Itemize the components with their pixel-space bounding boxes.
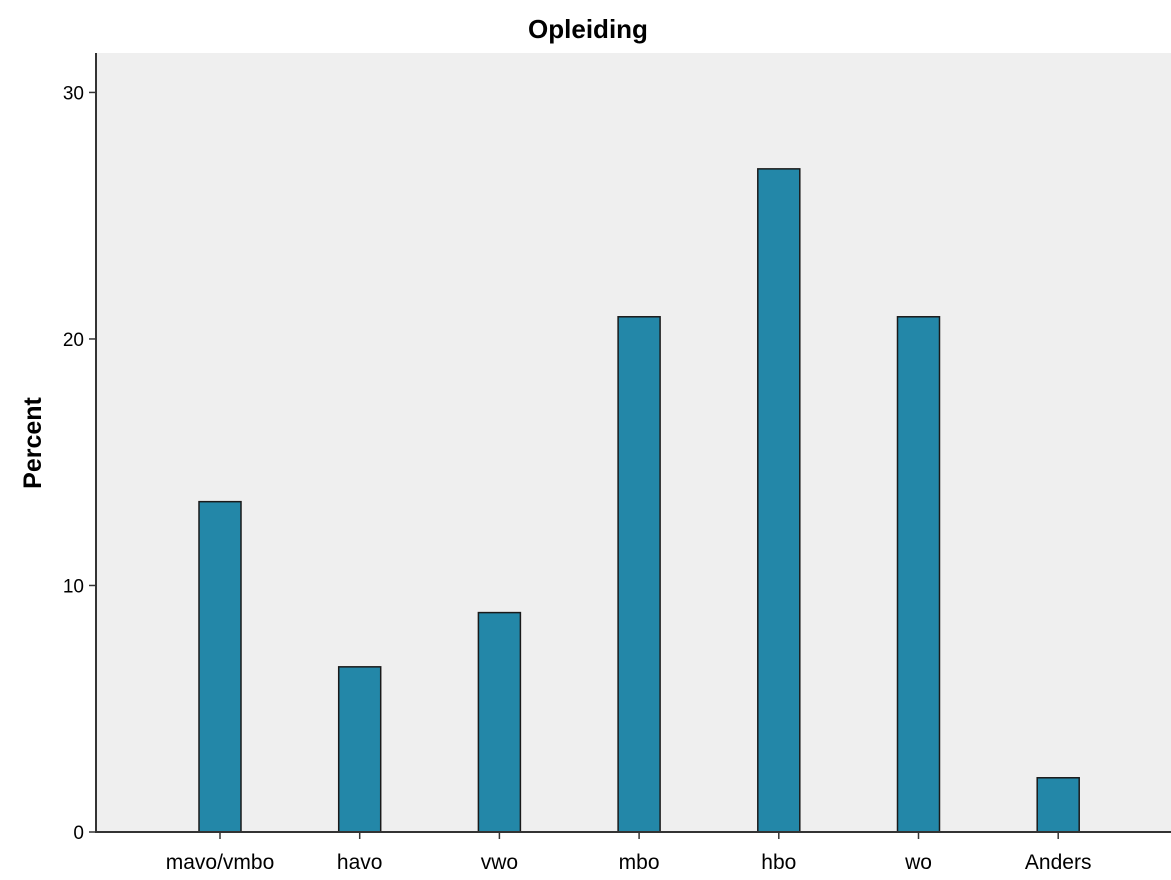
y-tick-label: 0 <box>73 823 84 844</box>
bars <box>198 168 1080 833</box>
x-tick-label: Anders <box>1025 851 1092 874</box>
y-tick-label: 10 <box>63 576 84 597</box>
bar-mbo <box>617 316 661 833</box>
x-tick-label: havo <box>337 851 383 874</box>
bar-hbo <box>757 168 801 833</box>
x-tick-label: wo <box>904 851 932 874</box>
bar-mavo-vmbo <box>198 500 242 833</box>
y-tick-label: 30 <box>63 83 84 104</box>
x-tick-label: mbo <box>619 851 660 874</box>
y-axis-ticks: 0 10 20 30 <box>63 83 96 844</box>
bar-wo <box>896 316 941 833</box>
bar-havo <box>337 666 382 833</box>
bar-anders <box>1036 777 1080 833</box>
x-axis-ticks: mavo/vmbo havo vwo mbo hbo wo Anders <box>166 832 1092 874</box>
x-tick-label: mavo/vmbo <box>166 851 275 874</box>
x-tick-label: hbo <box>761 851 796 874</box>
y-tick-label: 20 <box>63 330 84 351</box>
y-axis-label: Percent <box>19 396 47 488</box>
chart-title: Opleiding <box>528 14 648 44</box>
x-tick-label: vwo <box>481 851 518 874</box>
bar-vwo <box>477 611 522 833</box>
